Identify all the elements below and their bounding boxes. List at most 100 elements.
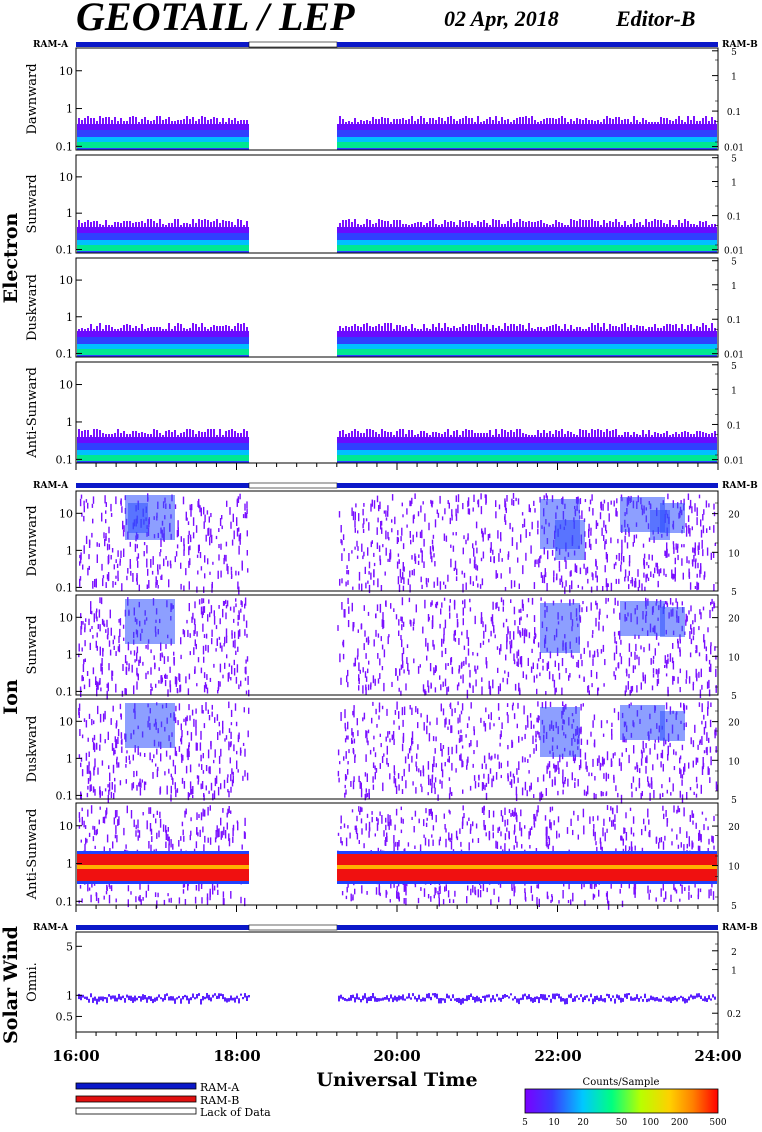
ion-panel-0-speck — [357, 546, 358, 551]
ion-panel-0-speck — [121, 583, 122, 591]
sw-panel-point — [432, 993, 434, 995]
ion-panel-1-speck — [533, 663, 534, 669]
ion-panel-0-speck — [456, 569, 457, 576]
electron-panel-2-spike — [81, 328, 83, 331]
sw-panel-point — [458, 998, 460, 1003]
ion-panel-2-speck — [537, 777, 538, 782]
sw-panel-point — [162, 998, 164, 1002]
ion-panel-1-speck — [539, 673, 540, 677]
ion-panel-1-speck — [443, 639, 444, 644]
ion-panel-1-speck — [401, 624, 402, 630]
electron-panel-2-spike — [594, 325, 596, 331]
ion-panel-3-speck — [519, 822, 520, 831]
ion-panel-2-speck — [79, 704, 80, 711]
ion-panel-3-speck — [449, 811, 450, 815]
ion-panel-2-speck — [389, 773, 390, 779]
electron-panel-2-spike — [603, 323, 605, 331]
electron-panel-3-spike — [183, 432, 185, 437]
ion-panel-0-speck — [502, 558, 503, 562]
electron-panel-2-spike — [513, 324, 515, 331]
ion-panel-0-speck — [188, 535, 189, 544]
sw-panel-point — [198, 993, 200, 996]
ion-panel-0-speck — [238, 496, 239, 503]
ion-panel-3-speck — [222, 808, 223, 813]
ion-panel-2-speck — [347, 722, 348, 730]
ion-panel-3-speck — [483, 820, 484, 827]
ion-panel-2-speck — [670, 792, 671, 796]
sw-panel-point — [130, 996, 132, 1001]
ion-panel-2-speck — [697, 784, 698, 789]
electron-panel-0-spike — [696, 121, 698, 124]
ion-panel-0-speck — [234, 531, 235, 540]
ion-panel-2-speck — [200, 755, 201, 762]
ion-panel-1-speck — [475, 669, 476, 674]
ion-panel-2-speck — [705, 721, 706, 728]
ion-panel-1-speck — [558, 663, 559, 671]
ion-panel-0-speck — [233, 514, 234, 522]
ion-panel-1-speck — [690, 653, 691, 658]
ion-panel-0-speck — [456, 532, 457, 536]
ion-panel-3-speck — [89, 888, 90, 891]
ion-panel-2-speck — [167, 786, 168, 795]
electron-panel-2-spike — [99, 323, 101, 331]
electron-panel-3-spike — [531, 435, 533, 437]
ion-panel-3-speck — [593, 816, 594, 821]
ion-panel-1-speck — [626, 669, 627, 674]
ion-panel-0-speck — [418, 554, 419, 558]
electron-panel-0-spike — [342, 119, 344, 124]
electron-panel-3-spike — [558, 431, 560, 437]
ion-panel-0-speck — [210, 513, 211, 517]
ion-panel-0-speck — [180, 563, 181, 569]
ion-panel-0-speck — [127, 568, 128, 574]
electron-panel-2-spike — [678, 328, 680, 331]
ion-panel-3-speck — [85, 825, 86, 829]
ion-panel-1-speck — [446, 687, 447, 694]
electron-panel-3-ltick-label-1: 1 — [66, 416, 73, 429]
ion-panel-2-speck — [87, 786, 88, 790]
sw-panel-point — [174, 998, 176, 1003]
ion-panel-1-speck — [708, 680, 709, 688]
ion-panel-2-speck — [133, 755, 134, 761]
ion-panel-1-speck — [691, 639, 692, 644]
ion-panel-0-speck — [107, 544, 108, 551]
electron-panel-0-rtick-label-2: 0.1 — [727, 108, 741, 118]
ion-panel-0-speck — [89, 540, 90, 549]
ion-panel-0-speck — [517, 558, 518, 563]
ion-panel-3-speck — [367, 814, 368, 818]
sw-panel-point — [406, 997, 408, 999]
ion-panel-1-speck — [524, 628, 525, 636]
electron-panel-2-spike — [486, 324, 488, 331]
electron-panel-1-spike — [684, 219, 686, 227]
ion-panel-2-speck — [381, 743, 382, 747]
electron-panel-3-spike — [408, 430, 410, 437]
electron-panel-2-spike — [450, 328, 452, 331]
electron-panel-2-spike — [531, 328, 533, 331]
ion-panel-2-speck — [451, 709, 452, 717]
ion-panel-2-speck — [683, 703, 684, 710]
ion-panel-1-speck — [505, 655, 506, 661]
ion-panel-0-speck — [592, 572, 593, 577]
electron-panel-0-spike — [612, 119, 614, 124]
ion-panel-1-speck — [632, 686, 633, 692]
ion-panel-0-speck — [605, 525, 606, 531]
ion-panel-0-speck — [93, 496, 94, 503]
ion-panel-2-speck — [449, 756, 450, 763]
ion-panel-3-speck — [472, 821, 473, 826]
ion-panel-0-speck — [575, 564, 576, 573]
ion-panel-2-speck — [142, 779, 143, 782]
electron-panel-2-spike — [369, 326, 371, 331]
electron-panel-0-spike — [528, 118, 530, 124]
ion-panel-0-speck — [94, 579, 95, 587]
electron-panel-3-spike — [468, 430, 470, 437]
ion-panel-0-speck — [246, 509, 247, 514]
ion-panel-1-speck — [631, 652, 632, 657]
electron-panel-2-spike — [138, 328, 140, 331]
ion-panel-1-speck — [358, 685, 359, 690]
ion-panel-0-speck — [421, 530, 422, 538]
ion-panel-1-speck — [666, 673, 667, 676]
ion-panel-2-speck — [352, 740, 353, 743]
ion-panel-2-speck — [373, 747, 374, 751]
electron-panel-0-spike — [372, 117, 374, 124]
electron-panel-2-spike — [567, 329, 569, 331]
ion-panel-2-speck — [182, 778, 183, 784]
